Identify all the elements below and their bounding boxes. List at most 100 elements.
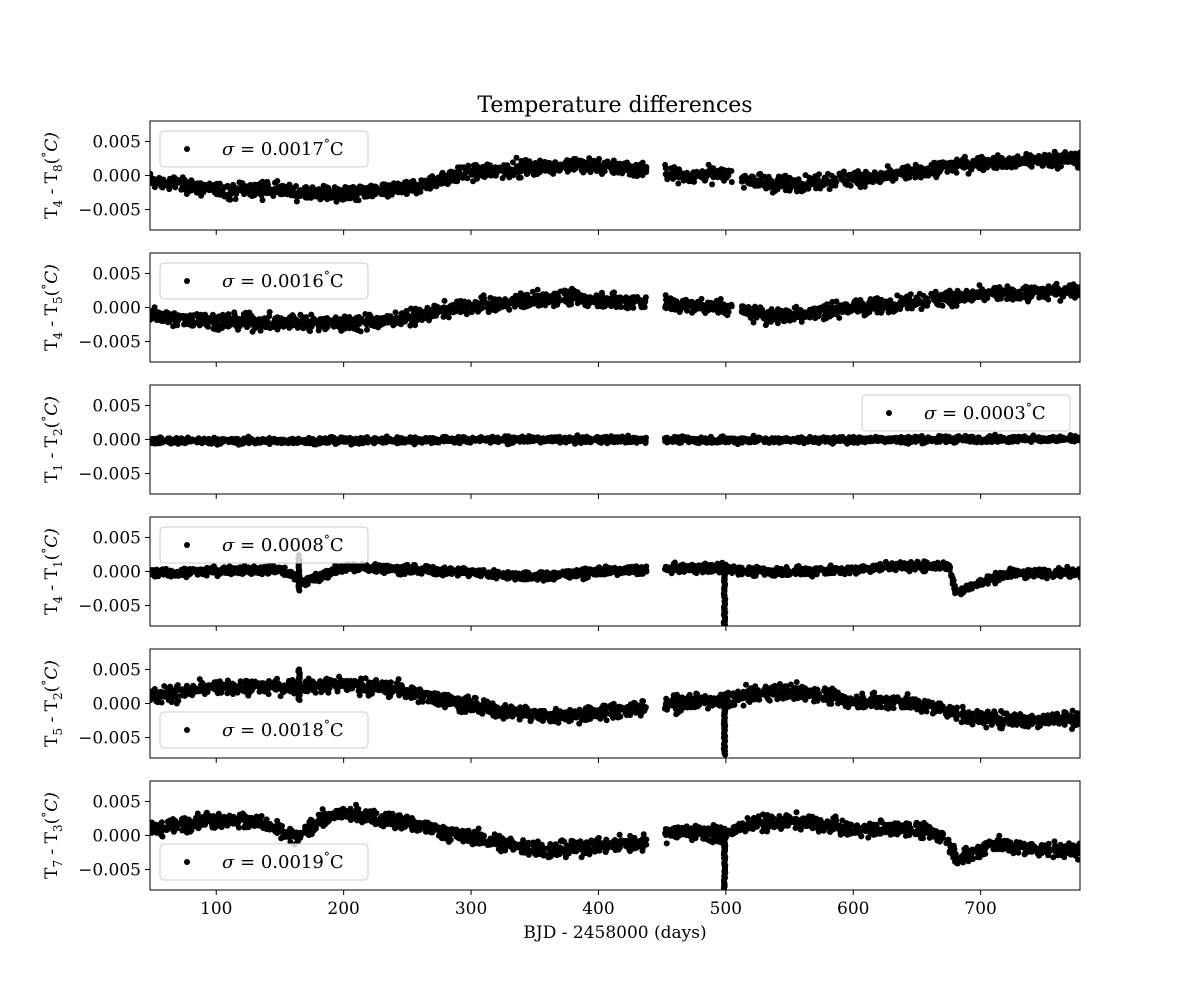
data-point xyxy=(151,304,158,311)
data-point xyxy=(953,302,960,309)
data-point xyxy=(728,168,735,174)
data-point xyxy=(684,307,690,314)
data-point xyxy=(709,181,716,188)
data-point xyxy=(717,296,724,302)
data-point xyxy=(355,197,362,204)
data-point xyxy=(596,155,602,162)
data-point xyxy=(642,294,649,301)
data-point xyxy=(676,166,682,173)
legend: σ = 0.0016°C xyxy=(159,262,369,300)
data-point xyxy=(878,307,885,314)
data-point xyxy=(159,184,166,191)
data-point xyxy=(867,296,874,303)
data-point xyxy=(374,314,381,321)
data-point xyxy=(464,175,471,182)
y-tick-label: 0.000 xyxy=(92,299,141,319)
data-point xyxy=(216,180,223,187)
data-point xyxy=(953,169,960,176)
data-point xyxy=(761,173,768,180)
data-point xyxy=(840,168,847,175)
data-point xyxy=(307,328,313,335)
data-point xyxy=(919,165,926,172)
data-point xyxy=(1078,159,1080,166)
data-point xyxy=(728,179,735,185)
data-point xyxy=(266,441,273,448)
data-point xyxy=(1000,159,1007,165)
data-point xyxy=(775,173,782,180)
data-point xyxy=(481,295,488,302)
data-point xyxy=(220,323,227,330)
data-point xyxy=(1077,289,1080,296)
data-point xyxy=(710,174,717,181)
data-point xyxy=(939,164,946,171)
data-point xyxy=(150,170,154,177)
data-point xyxy=(445,314,452,321)
data-point xyxy=(671,164,678,171)
data-point xyxy=(662,292,669,299)
data-point xyxy=(816,307,823,314)
data-point xyxy=(418,308,425,315)
data-point xyxy=(1045,296,1052,303)
data-point xyxy=(219,311,226,318)
data-point xyxy=(1011,287,1017,294)
y-tick-label: −0.005 xyxy=(78,201,141,221)
data-point xyxy=(630,304,637,311)
data-point xyxy=(293,198,300,205)
legend: σ = 0.0017°C xyxy=(159,130,369,168)
data-point xyxy=(303,314,309,321)
data-point xyxy=(231,309,238,316)
legend-box xyxy=(159,130,369,168)
data-point xyxy=(315,327,322,334)
data-point xyxy=(1058,163,1064,170)
data-point xyxy=(924,298,931,305)
data-point xyxy=(441,297,448,304)
data-points xyxy=(150,431,1080,448)
data-point xyxy=(529,288,536,295)
data-point xyxy=(265,181,272,188)
data-point xyxy=(984,295,991,301)
data-point xyxy=(836,314,843,321)
y-axis-label: T4 - T5(°C) xyxy=(40,264,65,351)
data-point xyxy=(517,174,524,181)
legend-label: σ = 0.0016°C xyxy=(222,269,344,292)
data-point xyxy=(932,288,939,295)
data-point xyxy=(259,197,266,204)
data-point xyxy=(662,161,669,168)
data-point xyxy=(611,289,617,296)
data-point xyxy=(643,169,650,175)
data-point xyxy=(403,311,410,318)
data-point xyxy=(205,323,211,330)
data-point xyxy=(293,183,299,189)
data-point xyxy=(266,309,273,315)
data-point xyxy=(224,182,231,189)
data-point xyxy=(642,438,649,445)
data-point xyxy=(513,154,520,161)
data-point xyxy=(675,180,682,187)
data-point xyxy=(617,304,624,310)
y-axis-label: T4 - T8(°C) xyxy=(40,132,65,219)
data-point xyxy=(816,438,823,445)
data-point xyxy=(725,172,732,179)
data-point xyxy=(1077,149,1080,156)
data-point xyxy=(1062,149,1069,156)
data-point xyxy=(740,184,747,191)
y-tick-label: −0.005 xyxy=(78,333,141,353)
data-point xyxy=(816,171,822,178)
legend-box xyxy=(159,262,369,300)
data-point xyxy=(232,196,239,203)
data-point xyxy=(728,301,735,308)
data-point xyxy=(357,328,364,335)
data-point xyxy=(227,196,234,203)
legend-label: σ = 0.0017°C xyxy=(222,137,344,160)
legend-marker xyxy=(184,278,190,284)
data-point xyxy=(412,322,419,329)
data-point xyxy=(939,302,946,309)
data-point xyxy=(274,178,281,184)
data-point xyxy=(509,159,516,166)
data-point xyxy=(534,286,541,293)
data-point xyxy=(774,320,781,327)
